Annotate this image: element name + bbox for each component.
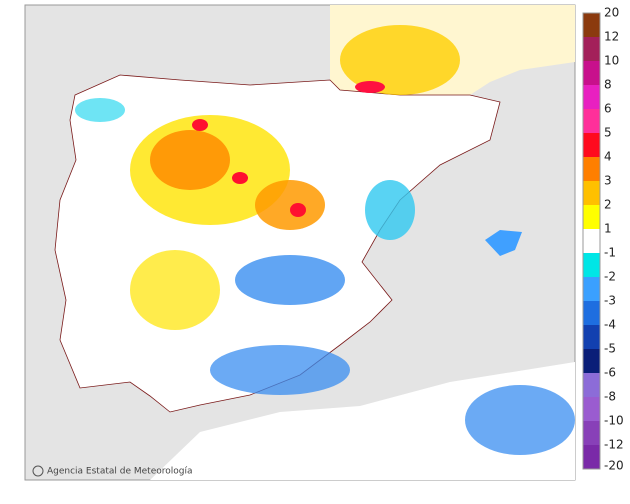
anomaly: [210, 345, 350, 395]
legend-label: -12: [604, 438, 624, 452]
legend-swatch: [583, 373, 600, 397]
legend-swatch: [583, 397, 600, 421]
legend-swatch: [583, 133, 600, 157]
legend-label: -5: [604, 342, 616, 356]
legend-label: -4: [604, 318, 616, 332]
legend-label: -10: [604, 414, 624, 428]
anomaly: [150, 130, 230, 190]
legend-swatch: [583, 61, 600, 85]
legend-label: -2: [604, 270, 616, 284]
legend-swatch: [583, 205, 600, 229]
legend-label: 2: [604, 198, 612, 212]
legend-border: [582, 12, 601, 470]
legend-label: 4: [604, 150, 612, 164]
legend-label: -3: [604, 294, 616, 308]
legend-swatch: [583, 37, 600, 61]
legend-label: 20: [604, 6, 619, 20]
legend-swatch: [583, 157, 600, 181]
legend-swatch: [583, 85, 600, 109]
legend-label: 1: [604, 222, 612, 236]
legend-label: 6: [604, 102, 612, 116]
anomaly: [365, 180, 415, 240]
copyright-icon: [32, 465, 44, 477]
legend-label: 3: [604, 174, 612, 188]
legend-label: -8: [604, 390, 616, 404]
legend-label: -1: [604, 246, 616, 260]
legend-label: 10: [604, 54, 619, 68]
legend-label: -6: [604, 366, 616, 380]
legend-swatch: [583, 349, 600, 373]
legend-swatch: [583, 445, 600, 469]
legend-swatch: [583, 421, 600, 445]
legend-label: 8: [604, 78, 612, 92]
anomaly: [355, 81, 385, 93]
legend-swatch: [583, 277, 600, 301]
anomaly: [235, 255, 345, 305]
africa: [150, 362, 575, 480]
anomaly: [340, 25, 460, 95]
credit: Agencia Estatal de Meteorología: [47, 467, 193, 477]
anomaly: [290, 203, 306, 217]
legend-swatch: [583, 325, 600, 349]
legend-swatch: [583, 301, 600, 325]
legend-swatch: [583, 13, 600, 37]
anomaly: [465, 385, 575, 455]
anomaly: [75, 98, 125, 122]
anomaly: [192, 119, 208, 131]
legend-label: 12: [604, 30, 619, 44]
legend-label: 5: [604, 126, 612, 140]
anomaly: [232, 172, 248, 184]
legend-swatch: [583, 109, 600, 133]
legend-swatch: [583, 229, 600, 253]
map: Agencia Estatal de Meteorología: [24, 4, 576, 481]
legend-swatch: [583, 253, 600, 277]
anomaly: [255, 180, 325, 230]
legend: 20 12 10 8 6 5 4 3 2 1 -1 -2 -3 -4 -5 -6 -8 -10 -12 -20: [582, 6, 624, 473]
anomaly: [130, 250, 220, 330]
legend-swatch: [583, 181, 600, 205]
legend-label: -20: [604, 459, 624, 473]
baleares: [485, 230, 522, 256]
